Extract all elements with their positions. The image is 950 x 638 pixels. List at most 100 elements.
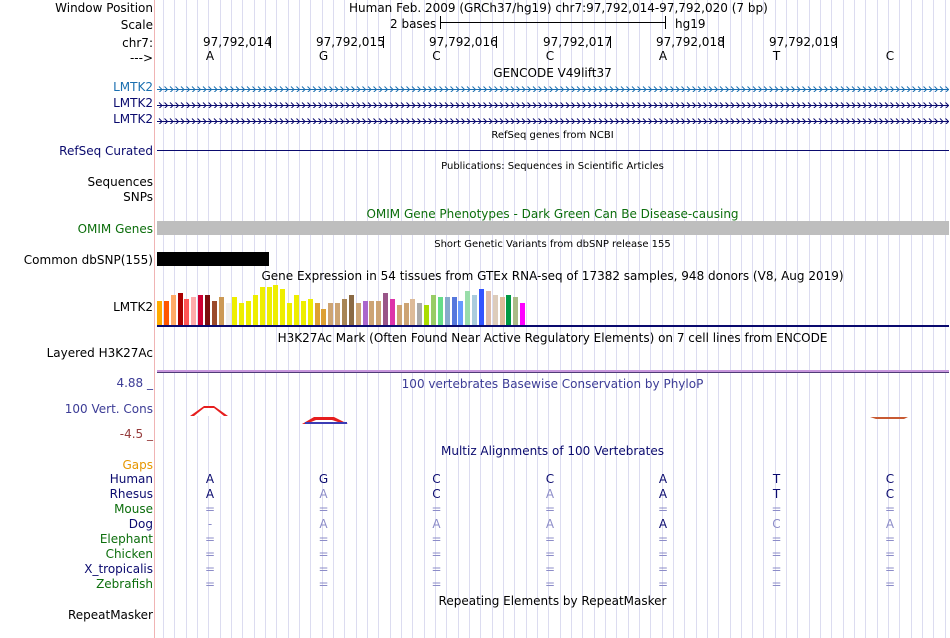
gtex-tissue-bar[interactable] bbox=[520, 303, 526, 325]
gtex-tissue-bar[interactable] bbox=[376, 301, 382, 325]
phylop-conservation-graph[interactable] bbox=[0, 400, 950, 430]
strand-chevron bbox=[290, 102, 295, 108]
gtex-tissue-bar[interactable] bbox=[259, 287, 265, 325]
gtex-tissue-bar[interactable] bbox=[383, 293, 389, 325]
gtex-gene-model[interactable] bbox=[157, 325, 949, 327]
gtex-tissue-bar[interactable] bbox=[348, 295, 354, 325]
gtex-tissue-bar[interactable] bbox=[499, 297, 505, 325]
refseq-curated-label[interactable]: RefSeq Curated bbox=[59, 144, 153, 158]
gtex-tissue-bar[interactable] bbox=[424, 305, 430, 325]
gtex-tissue-bar[interactable] bbox=[506, 295, 512, 325]
strand-chevron bbox=[406, 86, 411, 92]
gtex-tissue-bar[interactable] bbox=[191, 297, 197, 325]
repeatmasker-label[interactable]: RepeatMasker bbox=[67, 608, 153, 622]
gtex-tissue-bar[interactable] bbox=[170, 295, 176, 325]
gtex-tissue-bar[interactable] bbox=[177, 293, 183, 325]
strand-chevron bbox=[532, 86, 537, 92]
multiz-species-label[interactable]: X_tropicalis bbox=[84, 562, 153, 576]
gencode-transcript-1[interactable] bbox=[157, 83, 949, 92]
gencode-item-3[interactable]: LMTK2 bbox=[113, 112, 153, 126]
multiz-species-label[interactable]: Mouse bbox=[114, 502, 153, 516]
h3k27ac-label[interactable]: Layered H3K27Ac bbox=[46, 346, 153, 360]
gtex-tissue-bar[interactable] bbox=[204, 295, 210, 325]
gtex-tissue-bar[interactable] bbox=[232, 297, 238, 325]
refseq-transcript-line[interactable] bbox=[157, 150, 949, 151]
strand-chevron bbox=[780, 86, 785, 92]
omim-genes-label[interactable]: OMIM Genes bbox=[77, 222, 153, 236]
grid-line bbox=[582, 0, 584, 638]
gtex-tissue-bar[interactable] bbox=[451, 297, 457, 325]
gtex-tissue-bar[interactable] bbox=[307, 299, 313, 325]
gtex-tissue-bar[interactable] bbox=[492, 295, 498, 325]
gencode-item-2[interactable]: LMTK2 bbox=[113, 96, 153, 110]
gtex-tissue-bar[interactable] bbox=[458, 301, 464, 325]
gtex-tissue-bar[interactable] bbox=[157, 301, 162, 325]
multiz-species-label[interactable]: Human bbox=[109, 472, 153, 486]
gtex-tissue-bar[interactable] bbox=[280, 289, 286, 325]
dbsnp-label[interactable]: Common dbSNP(155) bbox=[23, 253, 153, 267]
strand-chevron bbox=[384, 118, 389, 124]
gtex-tissue-bar[interactable] bbox=[478, 289, 484, 325]
multiz-base: C bbox=[885, 472, 895, 486]
gtex-tissue-bar[interactable] bbox=[465, 291, 471, 325]
gtex-tissue-bar[interactable] bbox=[314, 303, 320, 325]
multiz-species-label[interactable]: Elephant bbox=[99, 532, 153, 546]
gtex-tissue-bar[interactable] bbox=[218, 297, 224, 325]
gtex-tissue-bar[interactable] bbox=[287, 303, 293, 325]
gtex-tissue-bar[interactable] bbox=[431, 295, 436, 325]
gtex-tissue-bar[interactable] bbox=[485, 291, 491, 325]
phylop-label[interactable]: 100 Vert. Cons bbox=[64, 402, 153, 416]
gtex-tissue-bar[interactable] bbox=[321, 309, 327, 325]
gtex-tissue-bar[interactable] bbox=[163, 301, 169, 325]
strand-chevron bbox=[642, 118, 647, 124]
gencode-transcript-3[interactable] bbox=[157, 115, 949, 124]
strand-chevron bbox=[263, 118, 268, 124]
gtex-tissue-bar[interactable] bbox=[246, 301, 252, 325]
gtex-tissue-bar[interactable] bbox=[328, 303, 334, 325]
strand-chevron bbox=[884, 102, 889, 108]
gtex-tissue-bar[interactable] bbox=[184, 299, 190, 325]
gtex-tissue-bar[interactable] bbox=[335, 303, 341, 325]
gtex-tissue-bar[interactable] bbox=[341, 299, 347, 325]
multiz-species-label[interactable]: Zebrafish bbox=[96, 577, 153, 591]
gencode-item-1[interactable]: LMTK2 bbox=[113, 80, 153, 94]
gtex-tissue-bar[interactable] bbox=[211, 301, 217, 325]
strand-chevron bbox=[180, 118, 185, 124]
gtex-tissue-bar[interactable] bbox=[273, 285, 279, 325]
gtex-tissue-bar[interactable] bbox=[266, 287, 272, 325]
gtex-tissue-bar[interactable] bbox=[396, 305, 402, 325]
multiz-species-label[interactable]: Chicken bbox=[105, 547, 153, 561]
gtex-tissue-bar[interactable] bbox=[225, 303, 231, 325]
gtex-gene-label[interactable]: LMTK2 bbox=[113, 300, 153, 314]
gencode-transcript-2[interactable] bbox=[157, 99, 949, 108]
gtex-tissue-bar[interactable] bbox=[403, 303, 409, 325]
gtex-tissue-bar[interactable] bbox=[355, 303, 361, 325]
gtex-tissue-bar[interactable] bbox=[294, 295, 299, 325]
gtex-tissue-bar[interactable] bbox=[472, 295, 478, 325]
publications-snps-label[interactable]: SNPs bbox=[123, 190, 153, 204]
publications-sequences-label[interactable]: Sequences bbox=[87, 175, 153, 189]
strand-chevron bbox=[406, 102, 411, 108]
gtex-tissue-bar[interactable] bbox=[239, 303, 245, 325]
gtex-tissue-bar[interactable] bbox=[300, 301, 306, 325]
gtex-tissue-bar[interactable] bbox=[444, 297, 450, 325]
ruler-tick bbox=[496, 36, 497, 48]
strand-chevron bbox=[197, 118, 202, 124]
multiz-gaps-label[interactable]: Gaps bbox=[122, 458, 153, 472]
multiz-species-label[interactable]: Dog bbox=[128, 517, 153, 531]
strand-chevron bbox=[246, 102, 251, 108]
multiz-species-label[interactable]: Rhesus bbox=[109, 487, 153, 501]
gtex-tissue-bar[interactable] bbox=[410, 299, 416, 325]
h3k27ac-signal[interactable] bbox=[157, 370, 949, 372]
gtex-tissue-bar[interactable] bbox=[513, 297, 519, 325]
gtex-tissue-bar[interactable] bbox=[198, 295, 204, 325]
gtex-tissue-bar[interactable] bbox=[437, 297, 443, 325]
gtex-tissue-bar[interactable] bbox=[389, 299, 395, 325]
gtex-tissue-bar[interactable] bbox=[417, 303, 423, 325]
dbsnp-variant-feature[interactable] bbox=[157, 252, 269, 266]
omim-gene-feature[interactable] bbox=[157, 221, 949, 235]
gtex-tissue-bar[interactable] bbox=[252, 295, 258, 325]
gtex-tissue-bar[interactable] bbox=[362, 301, 368, 325]
gtex-tissue-bar[interactable] bbox=[369, 301, 375, 325]
strand-chevron bbox=[373, 102, 378, 108]
